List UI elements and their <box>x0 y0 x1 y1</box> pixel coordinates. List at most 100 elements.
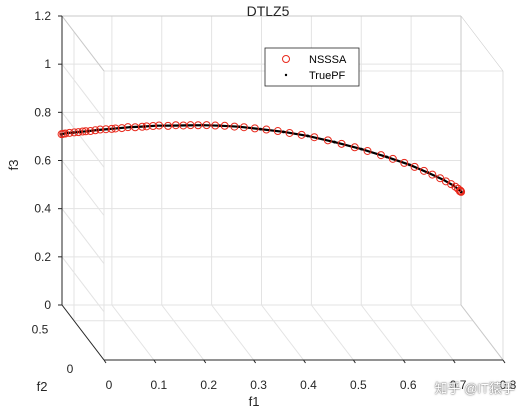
nsssa-point <box>388 154 397 163</box>
z-tick-label: 0.4 <box>34 202 51 216</box>
box-edge <box>61 15 105 72</box>
legend-box <box>264 47 360 87</box>
nsssa-point <box>250 124 259 133</box>
nsssa-point <box>78 127 87 136</box>
nsssa-point <box>400 158 409 167</box>
x-tick-label: 0.5 <box>350 378 367 392</box>
truepf-point <box>258 127 262 131</box>
y-tick-label: 0 <box>67 362 74 376</box>
x-tick <box>303 359 306 364</box>
nsssa-point <box>273 127 282 136</box>
nsssa-point <box>376 151 385 160</box>
x-axis-label: f1 <box>249 394 260 409</box>
truepf-point <box>306 134 310 138</box>
z-axis-label: f3 <box>6 160 21 171</box>
grid-line <box>61 112 105 168</box>
x-tick <box>502 359 506 364</box>
y-tick-label: 0.5 <box>32 323 49 337</box>
grid-line <box>61 208 105 264</box>
nsssa-point <box>138 122 147 131</box>
nsssa-point <box>457 187 466 196</box>
nsssa-point <box>451 182 460 191</box>
truepf-point <box>408 163 411 167</box>
z-tick-label: 0 <box>44 298 51 312</box>
nsssa-point <box>410 162 419 171</box>
nsssa-point <box>142 122 151 131</box>
x-tick-label: 0.7 <box>450 378 467 392</box>
legend-marker-nsssa <box>282 55 290 63</box>
nsssa-series <box>57 121 466 196</box>
x-tick-label: 0.8 <box>500 378 517 392</box>
nsssa-point <box>363 146 372 155</box>
nsssa-point <box>61 129 70 138</box>
nsssa-point <box>155 121 164 130</box>
grid-line <box>61 63 105 120</box>
x-tick-label: 0.3 <box>250 378 267 392</box>
nsssa-point <box>186 121 195 130</box>
nsssa-point <box>455 187 464 196</box>
y-axis-label: f2 <box>37 379 48 394</box>
nsssa-point <box>81 127 90 136</box>
x-tick-label: 0.1 <box>151 378 168 392</box>
legend-marker-truepf <box>284 73 288 77</box>
truepf-point <box>333 140 336 144</box>
x-tick <box>452 359 456 364</box>
x-tick <box>203 359 207 364</box>
x-tick-label: 0.6 <box>400 378 417 392</box>
nsssa-point <box>70 128 79 137</box>
nsssa-point <box>337 139 346 148</box>
watermark: 知乎 @IT猿手 <box>434 381 515 396</box>
chart-ticks: 0 0.1 0.2 0.3 0.4 0.5 0.6 0.7 0.8 0 0.5 0 0.2 0.4 0.6 0… <box>32 9 517 392</box>
nsssa-point <box>230 122 239 131</box>
nsssa-point <box>220 121 229 130</box>
x-tick-label: 0.4 <box>300 378 317 392</box>
nsssa-point <box>428 170 437 179</box>
z-tick-label: 0.8 <box>34 105 51 119</box>
z-tick-label: 0.2 <box>34 250 51 264</box>
legend-label-nsssa: NSSSA <box>309 54 347 66</box>
truepf-point <box>79 130 82 134</box>
nsssa-point <box>419 166 428 175</box>
x-tick-label: 0.2 <box>200 378 217 392</box>
x-tick <box>253 359 257 364</box>
truepf-point <box>359 147 363 151</box>
x-tick <box>352 359 356 364</box>
grid-line <box>161 304 205 361</box>
grid-line <box>61 160 105 216</box>
nsssa-point <box>323 136 332 145</box>
grid-line <box>61 256 105 313</box>
x-tick-label: 0 <box>106 378 113 392</box>
nsssa-point <box>91 126 100 135</box>
truepf-point <box>385 155 389 159</box>
nsssa-point <box>447 180 456 189</box>
legend-label-truepf: TruePF <box>309 70 346 82</box>
y-axis-line <box>61 304 105 361</box>
nsssa-point <box>107 124 116 133</box>
nsssa-point <box>65 128 74 137</box>
box-edge <box>460 304 504 361</box>
x-tick <box>153 359 157 364</box>
nsssa-point <box>96 125 105 134</box>
nsssa-point <box>194 121 203 130</box>
grid-line <box>211 304 255 361</box>
grid-line <box>261 304 304 361</box>
nsssa-point <box>149 121 158 130</box>
nsssa-point <box>202 121 211 130</box>
truepf-point <box>282 130 285 134</box>
nsssa-point <box>74 128 83 137</box>
nsssa-point <box>239 123 248 132</box>
grid-line <box>111 304 155 361</box>
grid-line <box>310 304 354 361</box>
nsssa-point <box>262 125 271 134</box>
nsssa-point <box>164 121 173 130</box>
nsssa-point <box>117 124 126 133</box>
x-tick <box>103 359 107 364</box>
nsssa-point <box>350 143 359 152</box>
chart-title: DTLZ5 <box>247 3 290 19</box>
nsssa-point <box>211 121 220 130</box>
nsssa-point <box>111 124 120 133</box>
box-edge <box>460 15 504 72</box>
nsssa-point <box>285 128 294 137</box>
z-tick-label: 1.2 <box>34 9 51 23</box>
